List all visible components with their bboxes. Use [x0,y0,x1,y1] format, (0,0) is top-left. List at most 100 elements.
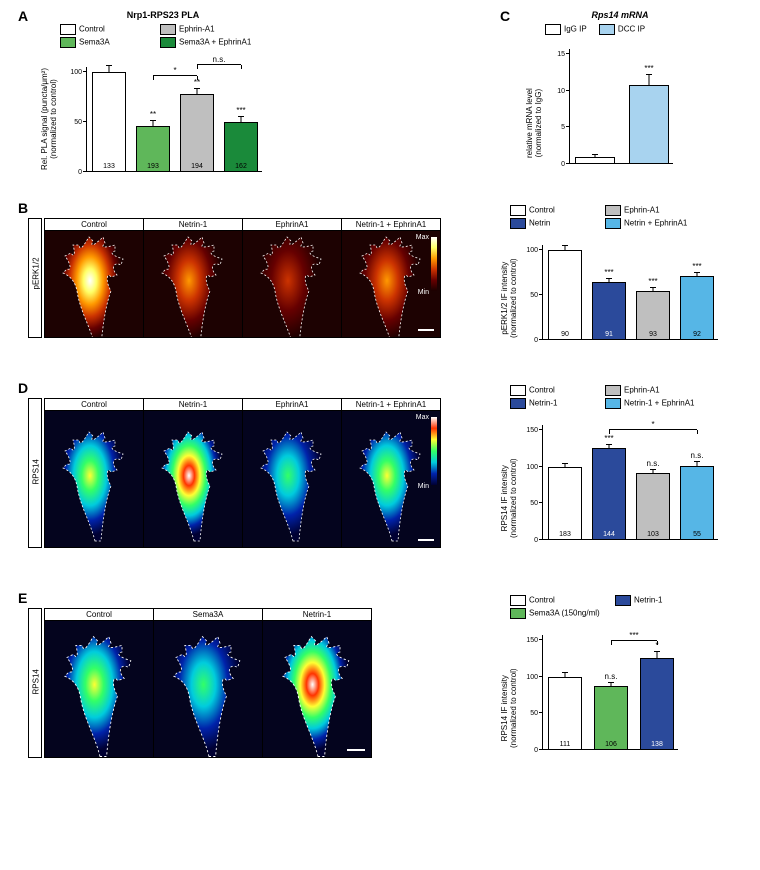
panel-b-legend: Control Netrin [510,205,555,231]
scalebar [418,539,434,541]
scalebar [347,749,365,751]
ytitle-text: relative mRNA level(normalized to IgG) [525,88,543,158]
chart-bar [548,250,582,340]
legend-swatch [510,205,526,216]
panel-e-ytitle: RPS14 IF intensity(normalized to control… [500,668,518,748]
legend-label: Control [529,386,555,395]
micrograph-label: Netrin-1 + EphrinA1 [342,399,440,411]
micrograph: EphrinA1 [242,218,342,338]
legend-label: Control [529,206,555,215]
panel-b-micrographs: ControlNetrin-1EphrinA1Netrin-1 + Ephrin… [44,218,440,338]
legend-label: Netrin-1 + EphrinA1 [624,399,694,408]
micrograph-label: EphrinA1 [243,219,341,231]
micrograph: Control [44,218,144,338]
legend-label: DCC IP [618,25,645,34]
legend-label: IgG IP [564,25,587,34]
panel-c-title: Rps14 mRNA [560,10,680,20]
legend-swatch [510,398,526,409]
panel-d-chart: 050100150183144***103n.s.55n.s.* [528,420,728,540]
figure-root: A Nrp1-RPS23 PLA Control Sema3A Ephrin-A… [0,0,760,870]
legend-label: Ephrin-A1 [624,206,660,215]
ytitle-text: RPS14 IF intensity(normalized to control… [500,668,518,748]
legend-label: Netrin-1 [634,596,662,605]
legend-label: Netrin-1 [529,399,557,408]
panel-c-chart: 051015*** [555,44,685,164]
ytitle-text: pERK1/2 IF intensity(normalized to contr… [500,258,518,338]
chart-bar [640,658,674,750]
legend-swatch [510,595,526,606]
panel-c-legend: IgG IP DCC IP [545,24,645,37]
panel-d-micrographs: ControlNetrin-1EphrinA1Netrin-1 + Ephrin… [44,398,440,548]
chart-bar [548,467,582,540]
panel-e-micrographs: ControlSema3ANetrin-1 [44,608,371,758]
panel-e-legend-2: Netrin-1 [615,595,662,608]
micrograph: Netrin-1 + EphrinA1MaxMin [341,218,441,338]
panel-c-label: C [500,8,510,24]
legend-swatch [545,24,561,35]
legend-label: Ephrin-A1 [624,386,660,395]
legend-swatch [60,37,76,48]
legend-swatch [510,385,526,396]
panel-d-label: D [18,380,28,396]
legend-label: Ephrin-A1 [179,25,215,34]
legend-swatch [160,24,176,35]
legend-swatch [615,595,631,606]
micrograph-label: Sema3A [154,609,262,621]
panel-b-ytitle: pERK1/2 IF intensity(normalized to contr… [500,258,518,338]
micrograph-label: Control [45,399,143,411]
ytitle-text: RPS14 IF intensity(normalized to control… [500,458,518,538]
panel-b-label: B [18,200,28,216]
legend-label: Control [79,25,105,34]
panel-b-legend-2: Ephrin-A1 Netrin + EphrinA1 [605,205,687,231]
legend-swatch [605,205,621,216]
micrograph-label: Netrin-1 [144,219,242,231]
panel-a-legend-2: Ephrin-A1 Sema3A + EphrinA1 [160,24,251,50]
micrograph: Netrin-1 + EphrinA1MaxMin [341,398,441,548]
micrograph: EphrinA1 [242,398,342,548]
micrograph-label: EphrinA1 [243,399,341,411]
legend-label: Sema3A (150ng/ml) [529,609,600,618]
chart-bar [680,466,714,540]
micrograph: Netrin-1 [143,398,243,548]
legend-swatch [510,218,526,229]
micrograph-label: Netrin-1 + EphrinA1 [342,219,440,231]
legend-swatch [160,37,176,48]
micrograph: Control [44,608,154,758]
legend-label: Netrin + EphrinA1 [624,219,687,228]
legend-swatch [605,218,621,229]
panel-a-legend: Control Sema3A [60,24,110,50]
panel-e-label: E [18,590,27,606]
micrograph: Netrin-1 [143,218,243,338]
panel-a-chart: 050100133193**194**162****n.s. [72,62,272,172]
panel-e-legend: Control Sema3A (150ng/ml) [510,595,600,621]
legend-label: Netrin [529,219,550,228]
micrograph: Sema3A [153,608,263,758]
panel-e-chart: 050100150111106n.s.138**** [528,630,698,750]
legend-swatch [605,398,621,409]
chart-bar [548,677,582,750]
legend-swatch [510,608,526,619]
panel-d-legend-2: Ephrin-A1 Netrin-1 + EphrinA1 [605,385,694,411]
legend-label: Sema3A [79,38,110,47]
panel-c-ytitle: relative mRNA level(normalized to IgG) [525,88,543,158]
legend-swatch [60,24,76,35]
panel-a-title: Nrp1-RPS23 PLA [78,10,248,20]
micrograph: Control [44,398,144,548]
micrograph-label: Control [45,609,153,621]
colorbar [431,417,437,485]
chart-bar [629,85,669,164]
colorbar [431,237,437,291]
ytitle-text: Rel. PLA signal (puncta/μm²)(normalized … [40,68,58,170]
panel-b-chart: 0501009091***93***92*** [528,240,728,340]
chart-bar [92,72,126,172]
legend-label: Sema3A + EphrinA1 [179,38,251,47]
micrograph-label: Netrin-1 [144,399,242,411]
panel-d-legend: Control Netrin-1 [510,385,557,411]
chart-bar [180,94,214,172]
micrograph-label: Control [45,219,143,231]
micrograph-label: Netrin-1 [263,609,371,621]
scalebar [418,329,434,331]
legend-label: Control [529,596,555,605]
chart-bar [636,473,670,540]
micrograph: Netrin-1 [262,608,372,758]
